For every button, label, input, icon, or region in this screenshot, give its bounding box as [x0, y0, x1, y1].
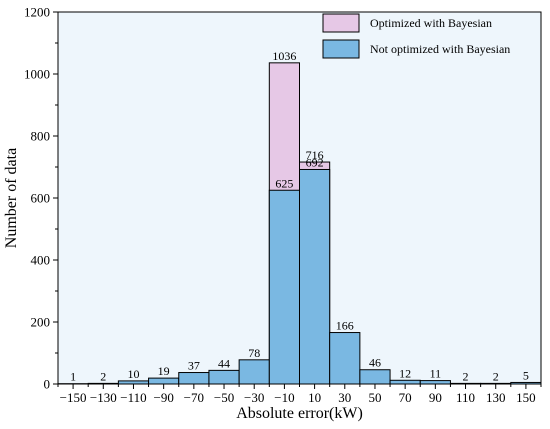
- x-tick-label-7: −10: [274, 390, 294, 405]
- y-tick-label-2: 400: [31, 253, 51, 268]
- x-tick-label-3: −90: [153, 390, 173, 405]
- data-label-12: 46: [369, 356, 381, 370]
- data-label-10: 692: [306, 155, 324, 169]
- x-axis-title: Absolute error(kW): [236, 405, 363, 422]
- x-tick-label-8: 10: [308, 390, 321, 405]
- data-label-15: 2: [463, 369, 469, 383]
- bar-not-optimized-8: [299, 168, 331, 385]
- data-label-14: 11: [430, 367, 442, 381]
- x-tick-label-12: 90: [429, 390, 442, 405]
- data-label-13: 12: [399, 366, 411, 380]
- bar-not-optimized-10: [359, 369, 391, 385]
- y-tick-label-5: 1000: [24, 67, 50, 82]
- bar-not-optimized-11: [389, 379, 421, 385]
- x-tick-label-11: 70: [399, 390, 412, 405]
- data-label-9: 716: [306, 148, 324, 162]
- legend-swatch-not-optimized: [322, 39, 360, 59]
- data-label-11: 166: [336, 319, 354, 333]
- x-tick-label-9: 30: [338, 390, 351, 405]
- x-tick-label-4: −70: [184, 390, 204, 405]
- data-label-2: 10: [127, 367, 139, 381]
- bar-not-optimized-12: [419, 380, 451, 385]
- y-tick-label-3: 600: [31, 191, 51, 206]
- legend-label-not-optimized: Not optimized with Bayesian: [370, 42, 510, 56]
- data-label-0: 1: [70, 370, 76, 384]
- x-tick-label-10: 50: [368, 390, 381, 405]
- x-axis: −150 −130 −110 −90 −70 −50 −30 −10 10 30 50 70 90 110…: [57, 384, 542, 405]
- y-tick-label-6: 1200: [24, 5, 50, 20]
- data-label-3: 19: [158, 364, 170, 378]
- x-tick-label-14: 130: [486, 390, 506, 405]
- data-label-16: 2: [493, 369, 499, 383]
- bar-not-optimized-7: [268, 189, 300, 385]
- y-tick-label-0: 0: [44, 377, 51, 392]
- x-tick-label-1: −130: [90, 390, 117, 405]
- data-label-4: 37: [188, 359, 200, 373]
- data-label-6: 78: [248, 346, 260, 360]
- y-tick-label-4: 800: [31, 129, 51, 144]
- bar-not-optimized-9: [329, 332, 361, 385]
- x-tick-label-5: −50: [214, 390, 234, 405]
- bar-not-optimized-5: [208, 369, 240, 385]
- data-label-7: 1036: [272, 49, 296, 63]
- x-tick-label-0: −150: [60, 390, 87, 405]
- data-label-17: 5: [523, 368, 529, 382]
- x-tick-label-6: −30: [244, 390, 264, 405]
- x-tick-label-15: 150: [516, 390, 536, 405]
- y-tick-label-1: 200: [31, 315, 51, 330]
- legend-label-optimized: Optimized with Bayesian: [370, 16, 492, 30]
- bar-not-optimized-6: [238, 359, 270, 385]
- data-label-8: 625: [275, 176, 293, 190]
- legend: Optimized with Bayesian Not optimized wi…: [322, 13, 510, 59]
- data-label-5: 44: [218, 356, 230, 370]
- y-axis: 0 200 400 600 800 1000 1200: [24, 5, 58, 392]
- bar-not-optimized-4: [178, 372, 210, 385]
- data-label-1: 2: [100, 369, 106, 383]
- x-tick-label-2: −110: [120, 390, 146, 405]
- y-axis-title: Number of data: [3, 148, 20, 248]
- legend-swatch-optimized: [322, 13, 360, 33]
- x-tick-label-13: 110: [456, 390, 475, 405]
- bar-not-optimized-3: [148, 377, 180, 385]
